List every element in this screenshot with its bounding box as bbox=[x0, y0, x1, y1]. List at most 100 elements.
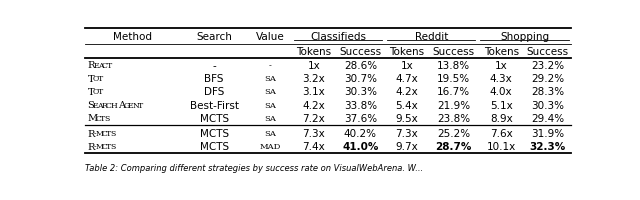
Text: Classifieds: Classifieds bbox=[310, 32, 366, 42]
Text: 32.3%: 32.3% bbox=[530, 142, 566, 152]
Text: SA: SA bbox=[264, 101, 276, 109]
Text: 33.8%: 33.8% bbox=[344, 100, 377, 110]
Text: MCTS: MCTS bbox=[200, 113, 228, 123]
Text: MCTS: MCTS bbox=[200, 129, 228, 139]
Text: O: O bbox=[93, 88, 99, 96]
Text: Tokens: Tokens bbox=[296, 47, 332, 57]
Text: Tokens: Tokens bbox=[484, 47, 519, 57]
Text: 23.2%: 23.2% bbox=[531, 61, 564, 70]
Text: 41.0%: 41.0% bbox=[342, 142, 378, 152]
Text: T: T bbox=[106, 143, 111, 151]
Text: T: T bbox=[100, 114, 105, 122]
Text: R: R bbox=[88, 61, 95, 70]
Text: 3.1x: 3.1x bbox=[303, 87, 325, 97]
Text: 28.3%: 28.3% bbox=[531, 87, 564, 97]
Text: 25.2%: 25.2% bbox=[437, 129, 470, 139]
Text: O: O bbox=[93, 75, 99, 83]
Text: SA: SA bbox=[264, 114, 276, 122]
Text: 9.7x: 9.7x bbox=[396, 142, 418, 152]
Text: E: E bbox=[93, 101, 99, 109]
Text: Tokens: Tokens bbox=[389, 47, 424, 57]
Text: M: M bbox=[95, 130, 103, 138]
Text: M: M bbox=[88, 114, 98, 123]
Text: C: C bbox=[102, 130, 108, 138]
Text: T: T bbox=[88, 74, 94, 83]
Text: 29.4%: 29.4% bbox=[531, 113, 564, 123]
Text: 28.7%: 28.7% bbox=[435, 142, 472, 152]
Text: 7.4x: 7.4x bbox=[303, 142, 325, 152]
Text: 7.3x: 7.3x bbox=[303, 129, 325, 139]
Text: T: T bbox=[106, 61, 112, 69]
Text: DFS: DFS bbox=[204, 87, 225, 97]
Text: -: - bbox=[212, 61, 216, 70]
Text: C: C bbox=[102, 61, 108, 69]
Text: 30.7%: 30.7% bbox=[344, 74, 377, 84]
Text: 5.4x: 5.4x bbox=[396, 100, 418, 110]
Text: 5.1x: 5.1x bbox=[490, 100, 513, 110]
Text: 7.2x: 7.2x bbox=[303, 113, 325, 123]
Text: SA: SA bbox=[264, 75, 276, 83]
Text: Method: Method bbox=[113, 32, 152, 42]
Text: BFS: BFS bbox=[205, 74, 224, 84]
Text: 4.2x: 4.2x bbox=[396, 87, 418, 97]
Text: 4.3x: 4.3x bbox=[490, 74, 513, 84]
Text: A: A bbox=[98, 61, 103, 69]
Text: 40.2%: 40.2% bbox=[344, 129, 377, 139]
Text: 16.7%: 16.7% bbox=[437, 87, 470, 97]
Text: 3.2x: 3.2x bbox=[303, 74, 325, 84]
Text: 7.3x: 7.3x bbox=[396, 129, 418, 139]
Text: 30.3%: 30.3% bbox=[344, 87, 377, 97]
Text: C: C bbox=[102, 143, 108, 151]
Text: Success: Success bbox=[527, 47, 569, 57]
Text: Table 2: Comparing different strategies by success rate on VisualWebArena. W...: Table 2: Comparing different strategies … bbox=[85, 163, 423, 172]
Text: R: R bbox=[88, 142, 95, 151]
Text: T: T bbox=[138, 101, 143, 109]
Text: 30.3%: 30.3% bbox=[531, 100, 564, 110]
Text: 37.6%: 37.6% bbox=[344, 113, 377, 123]
Text: Reddit: Reddit bbox=[415, 32, 448, 42]
Text: 29.2%: 29.2% bbox=[531, 74, 564, 84]
Text: S: S bbox=[104, 114, 109, 122]
Text: C: C bbox=[95, 114, 101, 122]
Text: -: - bbox=[93, 143, 96, 151]
Text: 1x: 1x bbox=[495, 61, 508, 70]
Text: S: S bbox=[88, 101, 94, 110]
Text: E: E bbox=[93, 61, 99, 69]
Text: 1x: 1x bbox=[307, 61, 320, 70]
Text: 4.2x: 4.2x bbox=[303, 100, 325, 110]
Text: 10.1x: 10.1x bbox=[486, 142, 516, 152]
Text: M: M bbox=[95, 143, 103, 151]
Text: SA: SA bbox=[264, 130, 276, 138]
Text: 9.5x: 9.5x bbox=[396, 113, 418, 123]
Text: T: T bbox=[97, 88, 102, 96]
Text: 31.9%: 31.9% bbox=[531, 129, 564, 139]
Text: T: T bbox=[106, 130, 111, 138]
Text: R: R bbox=[88, 129, 95, 138]
Text: SA: SA bbox=[264, 88, 276, 96]
Text: 1x: 1x bbox=[401, 61, 413, 70]
Text: 4.7x: 4.7x bbox=[396, 74, 418, 84]
Text: 19.5%: 19.5% bbox=[437, 74, 470, 84]
Text: S: S bbox=[110, 143, 115, 151]
Text: Value: Value bbox=[255, 32, 284, 42]
Text: Search: Search bbox=[196, 32, 232, 42]
Text: A: A bbox=[118, 101, 125, 110]
Text: N: N bbox=[132, 101, 139, 109]
Text: G: G bbox=[123, 101, 129, 109]
Text: A: A bbox=[97, 101, 103, 109]
Text: Success: Success bbox=[339, 47, 381, 57]
Text: T: T bbox=[97, 75, 102, 83]
Text: 8.9x: 8.9x bbox=[490, 113, 513, 123]
Text: Best-First: Best-First bbox=[189, 100, 239, 110]
Text: 13.8%: 13.8% bbox=[437, 61, 470, 70]
Text: MCTS: MCTS bbox=[200, 142, 228, 152]
Text: 21.9%: 21.9% bbox=[437, 100, 470, 110]
Text: T: T bbox=[88, 87, 94, 96]
Text: -: - bbox=[93, 130, 96, 138]
Text: -: - bbox=[268, 61, 271, 69]
Text: 7.6x: 7.6x bbox=[490, 129, 513, 139]
Text: E: E bbox=[128, 101, 134, 109]
Text: Success: Success bbox=[433, 47, 474, 57]
Text: S: S bbox=[110, 130, 115, 138]
Text: 23.8%: 23.8% bbox=[437, 113, 470, 123]
